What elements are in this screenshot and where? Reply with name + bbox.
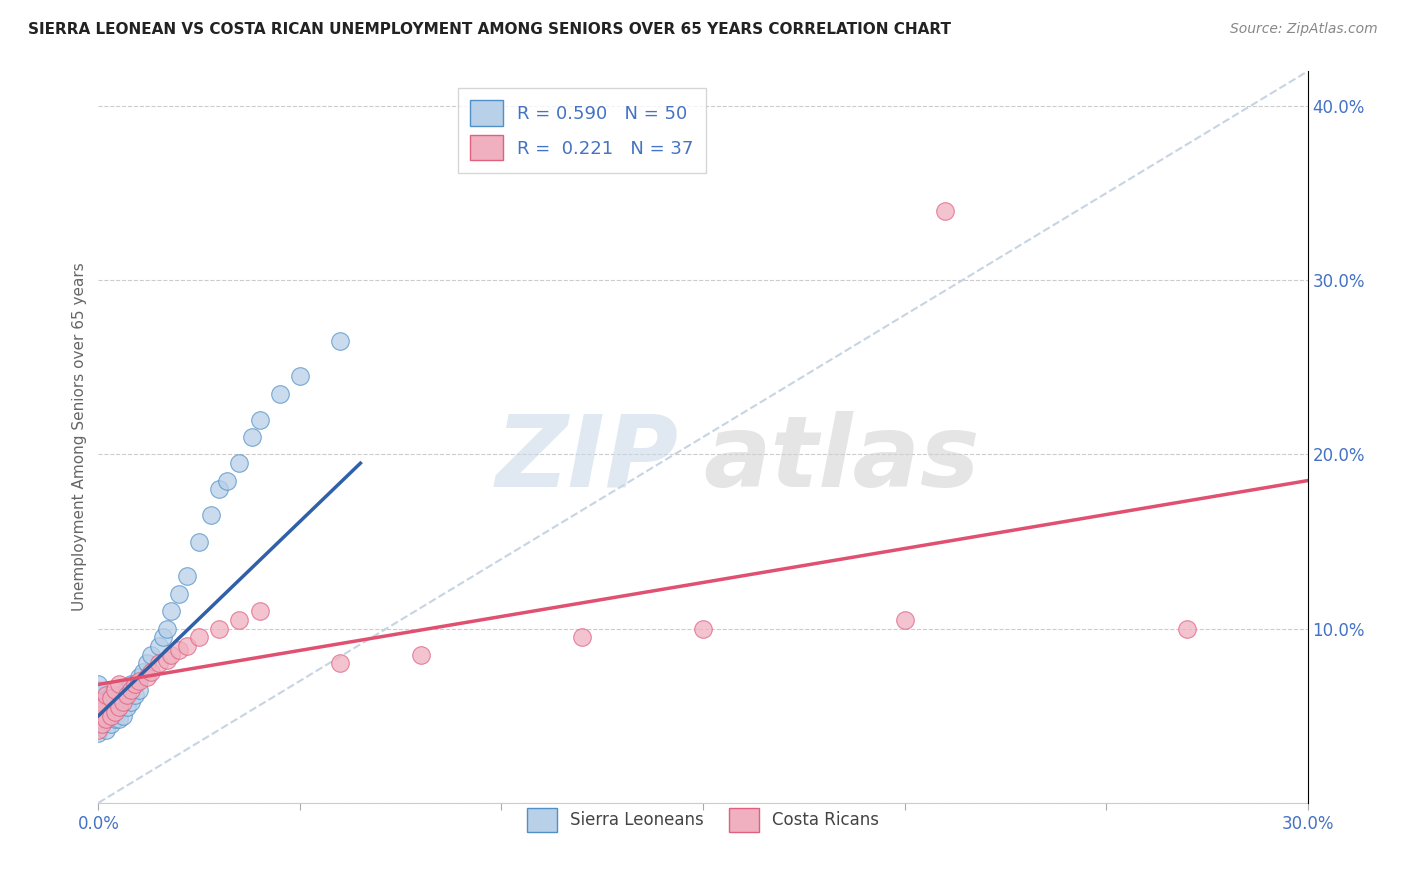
Point xyxy=(167,642,190,657)
Point xyxy=(100,691,122,706)
Point xyxy=(188,534,211,549)
Point xyxy=(124,688,146,702)
Point xyxy=(329,657,352,671)
Point xyxy=(128,673,150,688)
Point xyxy=(249,412,271,426)
Point xyxy=(188,631,211,645)
Point xyxy=(200,508,222,523)
Point xyxy=(156,653,179,667)
Point xyxy=(87,695,110,709)
Point xyxy=(103,682,125,697)
Legend: Sierra Leoneans, Costa Ricans: Sierra Leoneans, Costa Ricans xyxy=(520,801,886,838)
Point xyxy=(96,712,118,726)
Text: Source: ZipAtlas.com: Source: ZipAtlas.com xyxy=(1230,22,1378,37)
Point xyxy=(100,717,122,731)
Point xyxy=(107,677,129,691)
Point xyxy=(156,622,179,636)
Point xyxy=(107,712,129,726)
Point xyxy=(91,717,114,731)
Point xyxy=(87,708,110,723)
Point xyxy=(139,665,162,680)
Point xyxy=(249,604,271,618)
Point xyxy=(115,682,138,697)
Point xyxy=(139,648,162,662)
Point xyxy=(111,691,134,706)
Point xyxy=(571,631,593,645)
Point xyxy=(120,695,142,709)
Point xyxy=(107,700,129,714)
Point xyxy=(87,705,110,719)
Point xyxy=(87,688,110,702)
Point xyxy=(103,700,125,714)
Point xyxy=(692,622,714,636)
Point xyxy=(87,691,110,706)
Point xyxy=(124,677,146,691)
Point xyxy=(176,639,198,653)
Point xyxy=(96,712,118,726)
Point xyxy=(240,430,263,444)
Point xyxy=(96,688,118,702)
Point xyxy=(107,700,129,714)
Point xyxy=(288,369,311,384)
Point xyxy=(87,695,110,709)
Text: atlas: atlas xyxy=(703,410,980,508)
Point xyxy=(87,717,110,731)
Point xyxy=(329,334,352,349)
Point xyxy=(107,688,129,702)
Point xyxy=(96,705,118,719)
Point xyxy=(87,682,110,697)
Point xyxy=(208,483,231,497)
Point xyxy=(115,688,138,702)
Point xyxy=(228,456,250,470)
Point xyxy=(103,712,125,726)
Text: SIERRA LEONEAN VS COSTA RICAN UNEMPLOYMENT AMONG SENIORS OVER 65 YEARS CORRELATI: SIERRA LEONEAN VS COSTA RICAN UNEMPLOYME… xyxy=(28,22,950,37)
Point xyxy=(217,474,239,488)
Point xyxy=(100,708,122,723)
Point xyxy=(409,648,432,662)
Point xyxy=(934,203,956,218)
Point xyxy=(128,670,150,684)
Point xyxy=(87,700,110,714)
Point xyxy=(120,677,142,691)
Point xyxy=(120,682,142,697)
Point xyxy=(100,691,122,706)
Point xyxy=(96,723,118,737)
Point xyxy=(132,665,155,680)
Point xyxy=(87,723,110,737)
Point xyxy=(228,613,250,627)
Point xyxy=(176,569,198,583)
Point xyxy=(148,657,170,671)
Point xyxy=(115,700,138,714)
Point xyxy=(148,639,170,653)
Point xyxy=(111,695,134,709)
Point xyxy=(87,705,110,719)
Point xyxy=(128,682,150,697)
Point xyxy=(160,604,183,618)
Point xyxy=(96,695,118,709)
Point xyxy=(87,712,110,726)
Text: ZIP: ZIP xyxy=(496,410,679,508)
Point xyxy=(87,726,110,740)
Point xyxy=(1175,622,1198,636)
Point xyxy=(269,386,291,401)
Point xyxy=(167,587,190,601)
Point xyxy=(135,670,157,684)
Point xyxy=(91,700,114,714)
Point xyxy=(103,705,125,719)
Point xyxy=(152,631,174,645)
Point xyxy=(111,708,134,723)
Point xyxy=(87,677,110,691)
Point xyxy=(100,708,122,723)
Point xyxy=(893,613,915,627)
Point xyxy=(135,657,157,671)
Point xyxy=(160,648,183,662)
Y-axis label: Unemployment Among Seniors over 65 years: Unemployment Among Seniors over 65 years xyxy=(72,263,87,611)
Point xyxy=(208,622,231,636)
